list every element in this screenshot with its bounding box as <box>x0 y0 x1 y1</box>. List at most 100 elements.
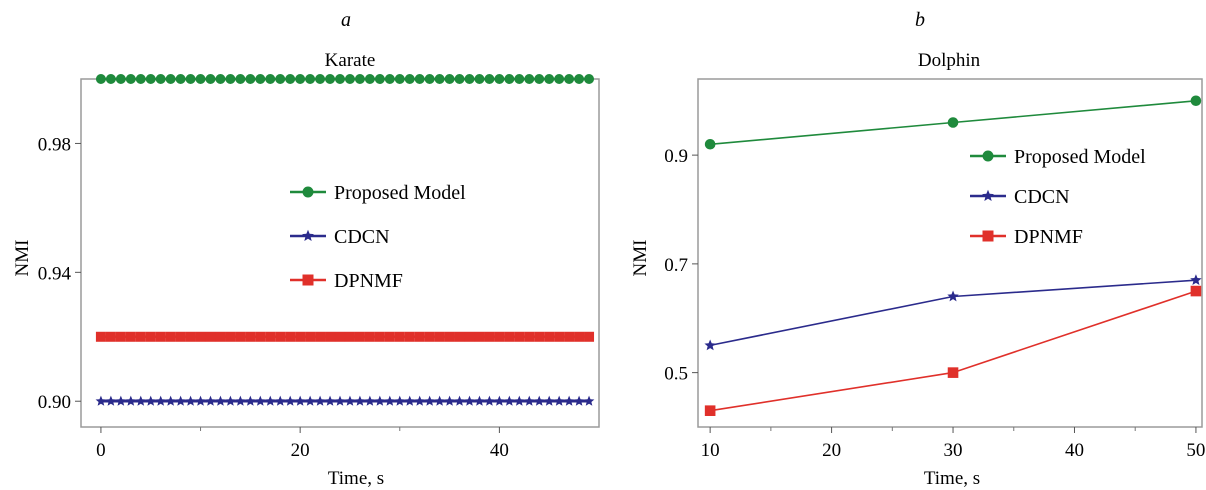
data-point-square <box>195 331 206 342</box>
legend-label: Proposed Model <box>334 182 466 204</box>
data-point-square <box>354 331 365 342</box>
data-point-star <box>704 339 716 351</box>
data-point-circle <box>404 74 415 84</box>
data-point-square <box>245 331 256 342</box>
data-point-circle <box>255 74 266 84</box>
data-point-circle <box>165 74 176 84</box>
data-point-circle <box>534 74 545 84</box>
data-point-circle <box>414 74 425 84</box>
data-point-star <box>245 395 256 406</box>
data-point-square <box>295 331 306 342</box>
data-point-star <box>444 395 455 406</box>
data-point-circle <box>225 74 236 84</box>
data-point-star <box>115 395 127 406</box>
data-point-square <box>704 405 716 416</box>
y-tick-label: 0.98 <box>38 134 71 155</box>
data-point-star <box>344 395 356 406</box>
data-point-circle <box>982 150 994 162</box>
data-point-square <box>454 331 465 342</box>
series-group <box>704 95 1202 416</box>
data-point-star <box>474 395 485 406</box>
data-point-circle <box>245 74 256 84</box>
data-point-square <box>225 331 236 342</box>
data-point-star <box>195 395 206 406</box>
data-point-square <box>185 331 196 342</box>
data-point-square <box>235 331 246 342</box>
data-point-square <box>315 331 326 342</box>
panel-label: b <box>915 9 925 31</box>
data-point-square <box>384 331 395 342</box>
legend-label: Proposed Model <box>1014 146 1146 168</box>
legend: Proposed Model CDCN DPNMF <box>290 182 466 292</box>
data-point-star <box>302 229 314 242</box>
data-point-circle <box>434 74 445 84</box>
data-point-star <box>105 395 117 406</box>
y-tick-label: 0.90 <box>38 392 71 413</box>
data-point-star <box>563 395 575 406</box>
data-point-star <box>135 395 147 406</box>
data-point-star <box>504 395 515 406</box>
data-point-star <box>175 395 186 406</box>
x-tick-label: 0 <box>96 440 106 461</box>
data-point-star <box>484 395 495 406</box>
data-point-circle <box>215 74 226 84</box>
data-point-circle <box>125 74 136 84</box>
data-point-square <box>514 331 525 342</box>
series-group <box>95 74 595 406</box>
tick-marks: 10 20 30 40 50 0.5 0.7 0.9 <box>664 146 1205 461</box>
data-point-square <box>95 331 106 342</box>
panel-b: b Dolphin Time, s NMI 10 20 30 40 50 0.5 0.7 0.… <box>630 9 1205 489</box>
data-point-star <box>334 395 346 406</box>
data-point-star <box>553 395 565 406</box>
data-point-star <box>205 395 216 406</box>
data-point-circle <box>424 74 435 84</box>
x-tick-label: 40 <box>1065 440 1084 461</box>
data-point-circle <box>354 74 365 84</box>
x-tick-label: 20 <box>291 440 310 461</box>
data-point-star <box>434 395 445 406</box>
data-point-circle <box>265 74 276 84</box>
data-point-square <box>135 331 146 342</box>
data-point-square <box>302 274 314 286</box>
x-tick-label: 20 <box>822 440 841 461</box>
data-point-circle <box>295 74 306 84</box>
data-point-circle <box>394 74 405 84</box>
data-point-star <box>947 290 959 302</box>
data-point-square <box>1190 285 1202 297</box>
data-point-circle <box>285 74 296 84</box>
data-point-circle <box>335 74 345 84</box>
data-point-star <box>304 395 316 406</box>
data-point-circle <box>554 74 565 84</box>
data-point-square <box>554 331 565 342</box>
legend-label: CDCN <box>334 226 390 248</box>
x-tick-label: 10 <box>701 440 720 461</box>
data-point-square <box>494 331 505 342</box>
data-point-circle <box>275 74 286 84</box>
data-point-star <box>225 395 236 406</box>
data-point-square <box>424 331 435 342</box>
data-point-star <box>314 395 326 406</box>
data-point-circle <box>1190 95 1202 107</box>
data-point-circle <box>325 74 336 84</box>
data-point-star <box>324 395 336 406</box>
data-point-circle <box>374 74 385 84</box>
data-point-star <box>573 395 585 406</box>
data-point-square <box>574 331 585 342</box>
data-point-star <box>384 395 396 406</box>
data-point-square <box>255 331 266 342</box>
data-point-circle <box>584 74 595 84</box>
data-point-circle <box>302 186 314 198</box>
panel-a: a Karate Time, s NMI 0 20 40 0.90 0.94 0.98 P… <box>12 9 600 489</box>
data-point-circle <box>105 74 116 84</box>
data-point-star <box>185 395 196 406</box>
data-point-circle <box>195 74 206 84</box>
data-point-circle <box>315 74 326 84</box>
panel-label: a <box>341 9 351 31</box>
data-point-star <box>394 395 406 406</box>
data-point-circle <box>95 74 106 84</box>
data-point-circle <box>175 74 186 84</box>
data-point-circle <box>364 74 375 84</box>
data-point-square <box>265 331 276 342</box>
y-tick-label: 0.9 <box>664 146 688 167</box>
